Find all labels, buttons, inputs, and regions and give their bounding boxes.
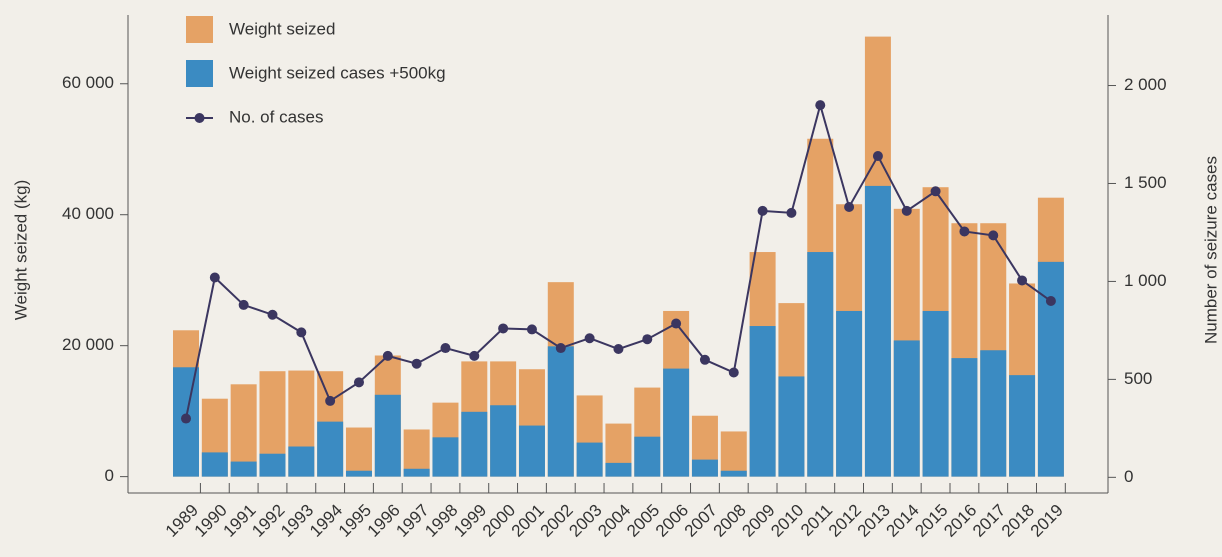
marker [382,350,393,361]
bar [461,411,488,477]
y2-axis-label: Number of seizure cases [1201,156,1220,344]
marker [325,395,336,406]
marker [238,299,249,310]
y-tick-label: 40 000 [62,204,114,223]
marker [296,327,307,338]
bar [749,326,776,477]
marker [526,324,537,335]
marker [699,354,710,365]
marker [440,343,451,354]
legend-label: No. of cases [229,107,324,126]
bar [864,185,891,477]
bar [345,470,372,477]
marker [498,323,509,334]
y2-tick-label: 2 000 [1124,75,1167,94]
marker [988,230,999,241]
bar [691,459,718,477]
bar [403,429,430,477]
marker [209,272,220,283]
bar [403,468,430,477]
y-tick-label: 60 000 [62,73,114,92]
marker [901,205,912,216]
y2-tick-label: 1 000 [1124,271,1167,290]
marker [181,413,191,424]
bar [547,346,574,477]
bar [576,442,603,477]
bar [288,446,315,477]
y-tick-label: 0 [105,466,114,485]
bar [1009,375,1036,477]
bar [345,427,372,477]
bar [230,384,257,477]
marker [555,343,566,354]
y2-tick-label: 500 [1124,369,1152,388]
bar [951,358,978,477]
bar [201,452,228,477]
bar [922,310,949,477]
bar [259,453,286,477]
marker [411,358,422,369]
legend-label: Weight seized cases +500kg [229,63,446,82]
marker [728,367,739,378]
marker [671,318,682,329]
marker [1045,296,1056,307]
bar [605,462,632,477]
legend-marker [194,113,205,123]
bar [807,252,834,477]
y2-tick-label: 0 [1124,467,1133,486]
marker [267,309,278,320]
marker [930,186,941,197]
legend-swatch [186,60,213,87]
bar [720,431,747,477]
marker [786,207,797,218]
bar [980,350,1007,477]
bar [518,425,545,477]
marker [959,226,970,237]
marker [1017,275,1028,286]
bar [836,310,863,477]
marker [815,100,826,111]
legend-label: Weight seized [229,19,335,38]
bar [720,470,747,477]
marker [613,344,624,355]
marker [469,350,480,361]
bar [778,376,805,477]
marker [757,205,768,216]
bar [893,340,920,477]
marker [844,201,855,212]
marker [872,151,883,162]
marker [642,334,653,345]
bar [374,394,401,477]
y-axis-label: Weight seized (kg) [11,180,30,320]
bar [317,421,344,477]
y-tick-label: 20 000 [62,335,114,354]
y2-tick-label: 1 500 [1124,173,1167,192]
bar [230,461,257,477]
bar [432,437,459,477]
legend-swatch [186,16,213,43]
marker [353,377,364,388]
bar [663,368,690,477]
bar [490,405,517,477]
bar [634,436,661,477]
marker [584,333,595,344]
